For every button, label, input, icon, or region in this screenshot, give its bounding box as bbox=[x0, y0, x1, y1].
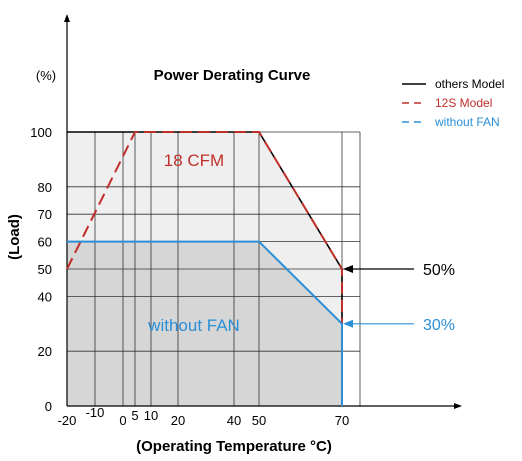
x-tick-label: 40 bbox=[227, 413, 241, 428]
x-tick-label: 20 bbox=[171, 413, 185, 428]
y-axis-arrow bbox=[64, 14, 70, 22]
annotation-without-fan: without FAN bbox=[147, 316, 240, 335]
annotation-50-percent-arrow-head bbox=[343, 265, 353, 273]
annotation-50-percent-label: 50% bbox=[423, 262, 455, 279]
annotation-30-percent-arrow-head bbox=[343, 319, 353, 328]
series-line-without-fan bbox=[67, 240, 343, 406]
y-tick-label: 60 bbox=[38, 235, 52, 250]
x-tick-label: -20 bbox=[58, 413, 77, 428]
x-tick-label: -10 bbox=[86, 405, 105, 420]
x-tick-label: 10 bbox=[144, 408, 158, 423]
y-tick-label: 0 bbox=[45, 399, 52, 414]
x-tick-label: 70 bbox=[335, 413, 349, 428]
y-axis-label: (Load) bbox=[6, 214, 23, 260]
x-tick-label: 50 bbox=[252, 413, 266, 428]
fill-without-fan-area bbox=[67, 241, 342, 406]
chart-legend: others Model 12S Model without FAN bbox=[402, 77, 504, 129]
x-tick-label: 0 bbox=[119, 413, 126, 428]
legend-label: without FAN bbox=[434, 115, 500, 129]
y-tick-label: 70 bbox=[38, 207, 52, 222]
x-axis-label: (Operating Temperature °C) bbox=[136, 438, 332, 455]
y-tick-label: 20 bbox=[38, 344, 52, 359]
chart-series-lines bbox=[66, 131, 343, 406]
chart-axes bbox=[64, 14, 462, 409]
y-tick-label: 40 bbox=[38, 289, 52, 304]
legend-label: others Model bbox=[435, 77, 504, 91]
legend-label: 12S Model bbox=[435, 96, 492, 110]
y-tick-label: 50 bbox=[38, 262, 52, 277]
x-axis-arrow bbox=[454, 403, 462, 409]
chart-annotations: 18 CFM without FAN 50% 30% bbox=[147, 151, 455, 335]
series-line-12s-model bbox=[66, 131, 343, 406]
y-tick-label: 100 bbox=[30, 125, 52, 140]
annotation-30-percent-label: 30% bbox=[423, 317, 455, 334]
chart-title: Power Derating Curve bbox=[154, 67, 311, 84]
y-unit-label: (%) bbox=[36, 68, 56, 83]
y-tick-label: 80 bbox=[38, 180, 52, 195]
annotation-18-cfm: 18 CFM bbox=[164, 151, 224, 170]
x-tick-label: 5 bbox=[131, 408, 138, 423]
